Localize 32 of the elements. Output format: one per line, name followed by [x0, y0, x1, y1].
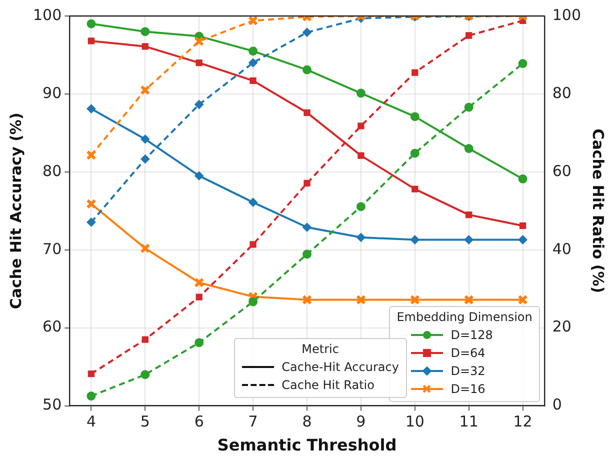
annotation: Cache Hit Ratio — [282, 378, 374, 392]
legend-label: D=128 — [450, 328, 493, 342]
x-tick-label: 10 — [405, 412, 424, 431]
x-axis-title: Semantic Threshold — [217, 436, 397, 455]
annotation: Cache-Hit Accuracy — [282, 360, 399, 374]
y2-tick-label: 100 — [552, 6, 582, 24]
y2-axis-title: Cache Hit Ratio (%) — [589, 128, 608, 294]
x-tick-label: 5 — [140, 412, 150, 431]
y-tick-label: 80 — [42, 162, 62, 180]
legend-label: D=16 — [450, 382, 486, 396]
y2-tick-label: 20 — [552, 318, 572, 336]
x-tick-label: 9 — [356, 412, 366, 431]
y-tick-label: 60 — [42, 318, 62, 336]
x-tick-label: 8 — [302, 412, 312, 431]
y-tick-label: 70 — [42, 240, 62, 258]
x-tick-label: 7 — [248, 412, 258, 431]
y2-tick-label: 40 — [552, 240, 572, 258]
x-tick-label: 6 — [194, 412, 204, 431]
legend-label: D=64 — [450, 346, 486, 360]
x-tick-label: 12 — [513, 412, 532, 431]
y-tick-label: 100 — [32, 6, 62, 24]
legend-title: Embedding Dimension — [396, 310, 532, 324]
y2-tick-label: 60 — [552, 162, 572, 180]
x-tick-label: 4 — [86, 412, 96, 431]
annotation: Metric — [300, 342, 340, 356]
x-tick-label: 11 — [459, 412, 478, 431]
legend-label: D=32 — [450, 364, 486, 378]
y-tick-label: 90 — [42, 84, 62, 102]
y-tick-label: 50 — [42, 396, 62, 414]
y2-tick-label: 0 — [552, 396, 562, 414]
y-axis-title: Cache Hit Accuracy (%) — [6, 112, 25, 310]
y2-tick-label: 80 — [552, 84, 572, 102]
